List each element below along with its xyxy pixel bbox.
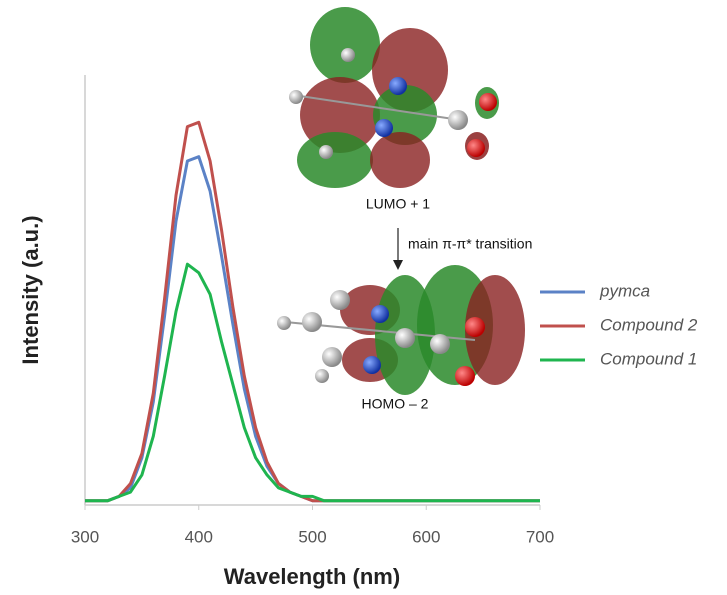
x-axis-label: Wavelength (nm) — [224, 564, 400, 589]
x-tick-label: 400 — [185, 527, 213, 546]
page: {"chart_data": {"type": "line", "xlabel"… — [0, 0, 727, 595]
arrow-head — [393, 260, 403, 270]
lumo-label: LUMO + 1 — [366, 196, 430, 212]
legend-label: Compound 1 — [600, 349, 697, 368]
chart: 300 400 500 600 700 pymca Compound 2 Compound 1 — [0, 0, 727, 595]
transition-label: main π-π* transition — [408, 236, 532, 252]
legend-label: pymca — [599, 281, 650, 300]
legend-label: Compound 2 — [600, 315, 698, 334]
y-axis-label: Intensity (a.u.) — [18, 215, 43, 364]
homo-orbital — [277, 265, 525, 395]
x-tick-label: 700 — [526, 527, 554, 546]
x-tick-label: 600 — [412, 527, 440, 546]
x-tick-label: 500 — [298, 527, 326, 546]
homo-label: HOMO – 2 — [362, 396, 429, 412]
x-tick-label: 300 — [71, 527, 99, 546]
lumo-orbital — [289, 7, 499, 188]
